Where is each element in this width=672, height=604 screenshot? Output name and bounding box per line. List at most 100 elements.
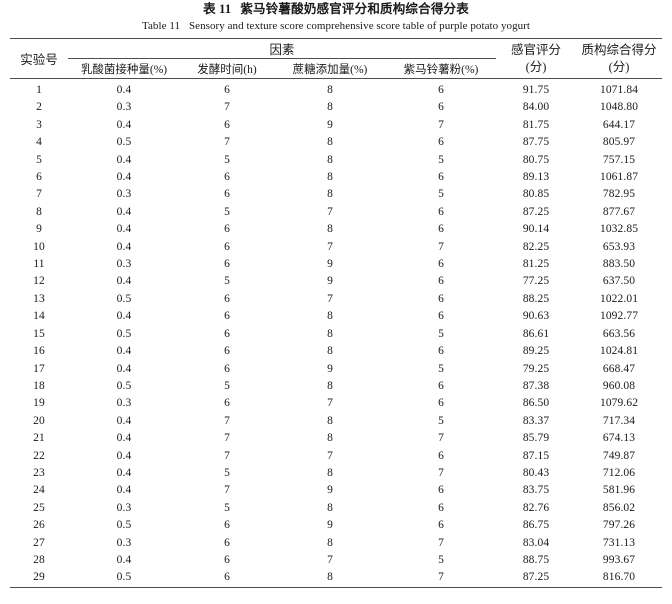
cell-purple-potato-powder: 7 (438, 432, 444, 445)
cell-purple-potato-powder: 7 (438, 118, 444, 131)
header-texture-score-line2: (分) (608, 59, 630, 74)
cell-sensory-score: 88.25 (522, 292, 550, 305)
table-body: 1 0.4 6 8 6 91.75 1071.84 2 0.3 7 8 6 84.00 1048.80 3 0… (10, 79, 663, 588)
cell-fermentation-time: 6 (224, 536, 230, 549)
table-row: 4 0.5 7 8 6 87.75 805.97 (10, 134, 662, 151)
cell-texture-score: 960.08 (602, 379, 636, 392)
cell-fermentation-time: 6 (224, 553, 230, 566)
cell-sucrose: 9 (327, 362, 333, 375)
cell-purple-potato-powder: 6 (438, 136, 444, 149)
cell-texture-score: 668.47 (602, 362, 636, 375)
table-row: 12 0.4 5 9 6 77.25 637.50 (10, 273, 662, 290)
cell-texture-score: 637.50 (602, 275, 636, 288)
table-row: 18 0.5 5 8 6 87.38 960.08 (10, 378, 662, 395)
cell-sucrose: 8 (327, 466, 333, 479)
cell-texture-score: 856.02 (602, 501, 636, 514)
cell-sensory-score: 90.63 (522, 310, 550, 323)
cell-sensory-score: 85.79 (522, 432, 550, 445)
table-row: 13 0.5 6 7 6 88.25 1022.01 (10, 291, 662, 308)
cell-sensory-score: 90.14 (522, 223, 550, 236)
header-factor-purple-potato-powder: 紫马铃薯粉(%) (403, 63, 479, 76)
cell-exp-no: 10 (33, 240, 45, 253)
cell-exp-no: 2 (36, 101, 42, 114)
table-row: 22 0.4 7 7 6 87.15 749.87 (10, 448, 662, 465)
cell-sensory-score: 80.75 (522, 153, 550, 166)
header-factor-group: 因素 (68, 38, 497, 59)
cell-purple-potato-powder: 6 (438, 171, 444, 184)
table-head: 实验号 因素 感官评分 (分) 质构综合得分 (分) 乳酸菌接种量(%) 发酵时… (10, 38, 663, 79)
table-row: 29 0.5 6 8 7 87.25 816.70 (10, 569, 663, 588)
cell-texture-score: 1032.85 (599, 223, 639, 236)
cell-exp-no: 5 (36, 153, 42, 166)
cell-inoculation: 0.4 (116, 345, 132, 358)
cell-sensory-score: 87.15 (522, 449, 550, 462)
cell-texture-score: 797.26 (602, 519, 636, 532)
cell-fermentation-time: 5 (224, 379, 230, 392)
cell-texture-score: 883.50 (602, 258, 636, 271)
cell-sensory-score: 81.25 (522, 258, 550, 271)
cell-sucrose: 8 (327, 501, 333, 514)
cell-sucrose: 9 (327, 519, 333, 532)
cell-exp-no: 3 (36, 118, 42, 131)
cell-sensory-score: 83.75 (522, 484, 550, 497)
cell-purple-potato-powder: 6 (438, 275, 444, 288)
cell-fermentation-time: 6 (224, 571, 230, 584)
table-row: 16 0.4 6 8 6 89.25 1024.81 (10, 343, 662, 360)
cell-exp-no: 1 (36, 84, 42, 96)
cell-fermentation-time: 5 (224, 153, 230, 166)
cell-purple-potato-powder: 6 (438, 379, 444, 392)
cell-sucrose: 8 (327, 310, 333, 323)
cell-fermentation-time: 7 (224, 432, 230, 445)
cell-exp-no: 19 (33, 397, 45, 410)
header-factor-inoculation: 乳酸菌接种量(%) (80, 63, 168, 76)
cell-texture-score: 757.15 (602, 153, 636, 166)
cell-sensory-score: 80.43 (522, 466, 550, 479)
cell-purple-potato-powder: 6 (438, 84, 444, 96)
cell-sensory-score: 89.25 (522, 345, 550, 358)
header-factor-fermentation-time: 发酵时间(h) (197, 63, 257, 76)
cell-fermentation-time: 6 (224, 310, 230, 323)
cell-sensory-score: 87.25 (522, 205, 550, 218)
cell-sensory-score: 77.25 (522, 275, 550, 288)
header-texture-score-line1: 质构综合得分 (581, 42, 657, 57)
cell-sucrose: 8 (327, 432, 333, 445)
cell-sensory-score: 86.61 (522, 327, 550, 340)
cell-purple-potato-powder: 5 (438, 327, 444, 340)
cell-inoculation: 0.4 (116, 153, 132, 166)
cell-sensory-score: 81.75 (522, 118, 550, 131)
cell-texture-score: 663.56 (602, 327, 636, 340)
table-row: 26 0.5 6 9 6 86.75 797.26 (10, 517, 662, 534)
cell-sucrose: 9 (327, 484, 333, 497)
cell-purple-potato-powder: 7 (438, 571, 444, 584)
cell-inoculation: 0.3 (116, 397, 132, 410)
cell-sensory-score: 87.25 (522, 571, 550, 584)
table-row: 21 0.4 7 8 7 85.79 674.13 (10, 430, 662, 447)
table-row: 24 0.4 7 9 6 83.75 581.96 (10, 482, 662, 499)
table-row: 19 0.3 6 7 6 86.50 1079.62 (10, 395, 662, 412)
cell-sucrose: 8 (327, 188, 333, 201)
header-sensory-score: 感官评分 (分) (496, 39, 576, 79)
cell-inoculation: 0.5 (116, 136, 132, 149)
cell-exp-no: 8 (36, 205, 42, 218)
cell-exp-no: 11 (33, 258, 45, 271)
cell-exp-no: 20 (33, 414, 45, 427)
cell-fermentation-time: 6 (224, 397, 230, 410)
cell-exp-no: 7 (36, 188, 42, 201)
table-caption: 表 11 紫马铃薯酸奶感官评分和质构综合得分表 Table 11 Sensory a… (10, 0, 662, 34)
cell-exp-no: 13 (33, 292, 45, 305)
cell-fermentation-time: 6 (224, 362, 230, 375)
cell-texture-score: 712.06 (602, 466, 636, 479)
cell-texture-score: 805.97 (602, 136, 636, 149)
cell-fermentation-time: 6 (224, 223, 230, 236)
cell-sucrose: 8 (327, 536, 333, 549)
cell-fermentation-time: 6 (224, 258, 230, 271)
cell-inoculation: 0.4 (116, 432, 132, 445)
cell-inoculation: 0.3 (116, 188, 132, 201)
cell-sucrose: 8 (327, 414, 333, 427)
cell-sensory-score: 82.76 (522, 501, 550, 514)
caption-chinese-title: 紫马铃薯酸奶感官评分和质构综合得分表 (240, 2, 469, 16)
cell-texture-score: 717.34 (602, 414, 636, 427)
cell-texture-score: 731.13 (602, 536, 636, 549)
caption-chinese: 表 11 紫马铃薯酸奶感官评分和质构综合得分表 (10, 1, 662, 17)
